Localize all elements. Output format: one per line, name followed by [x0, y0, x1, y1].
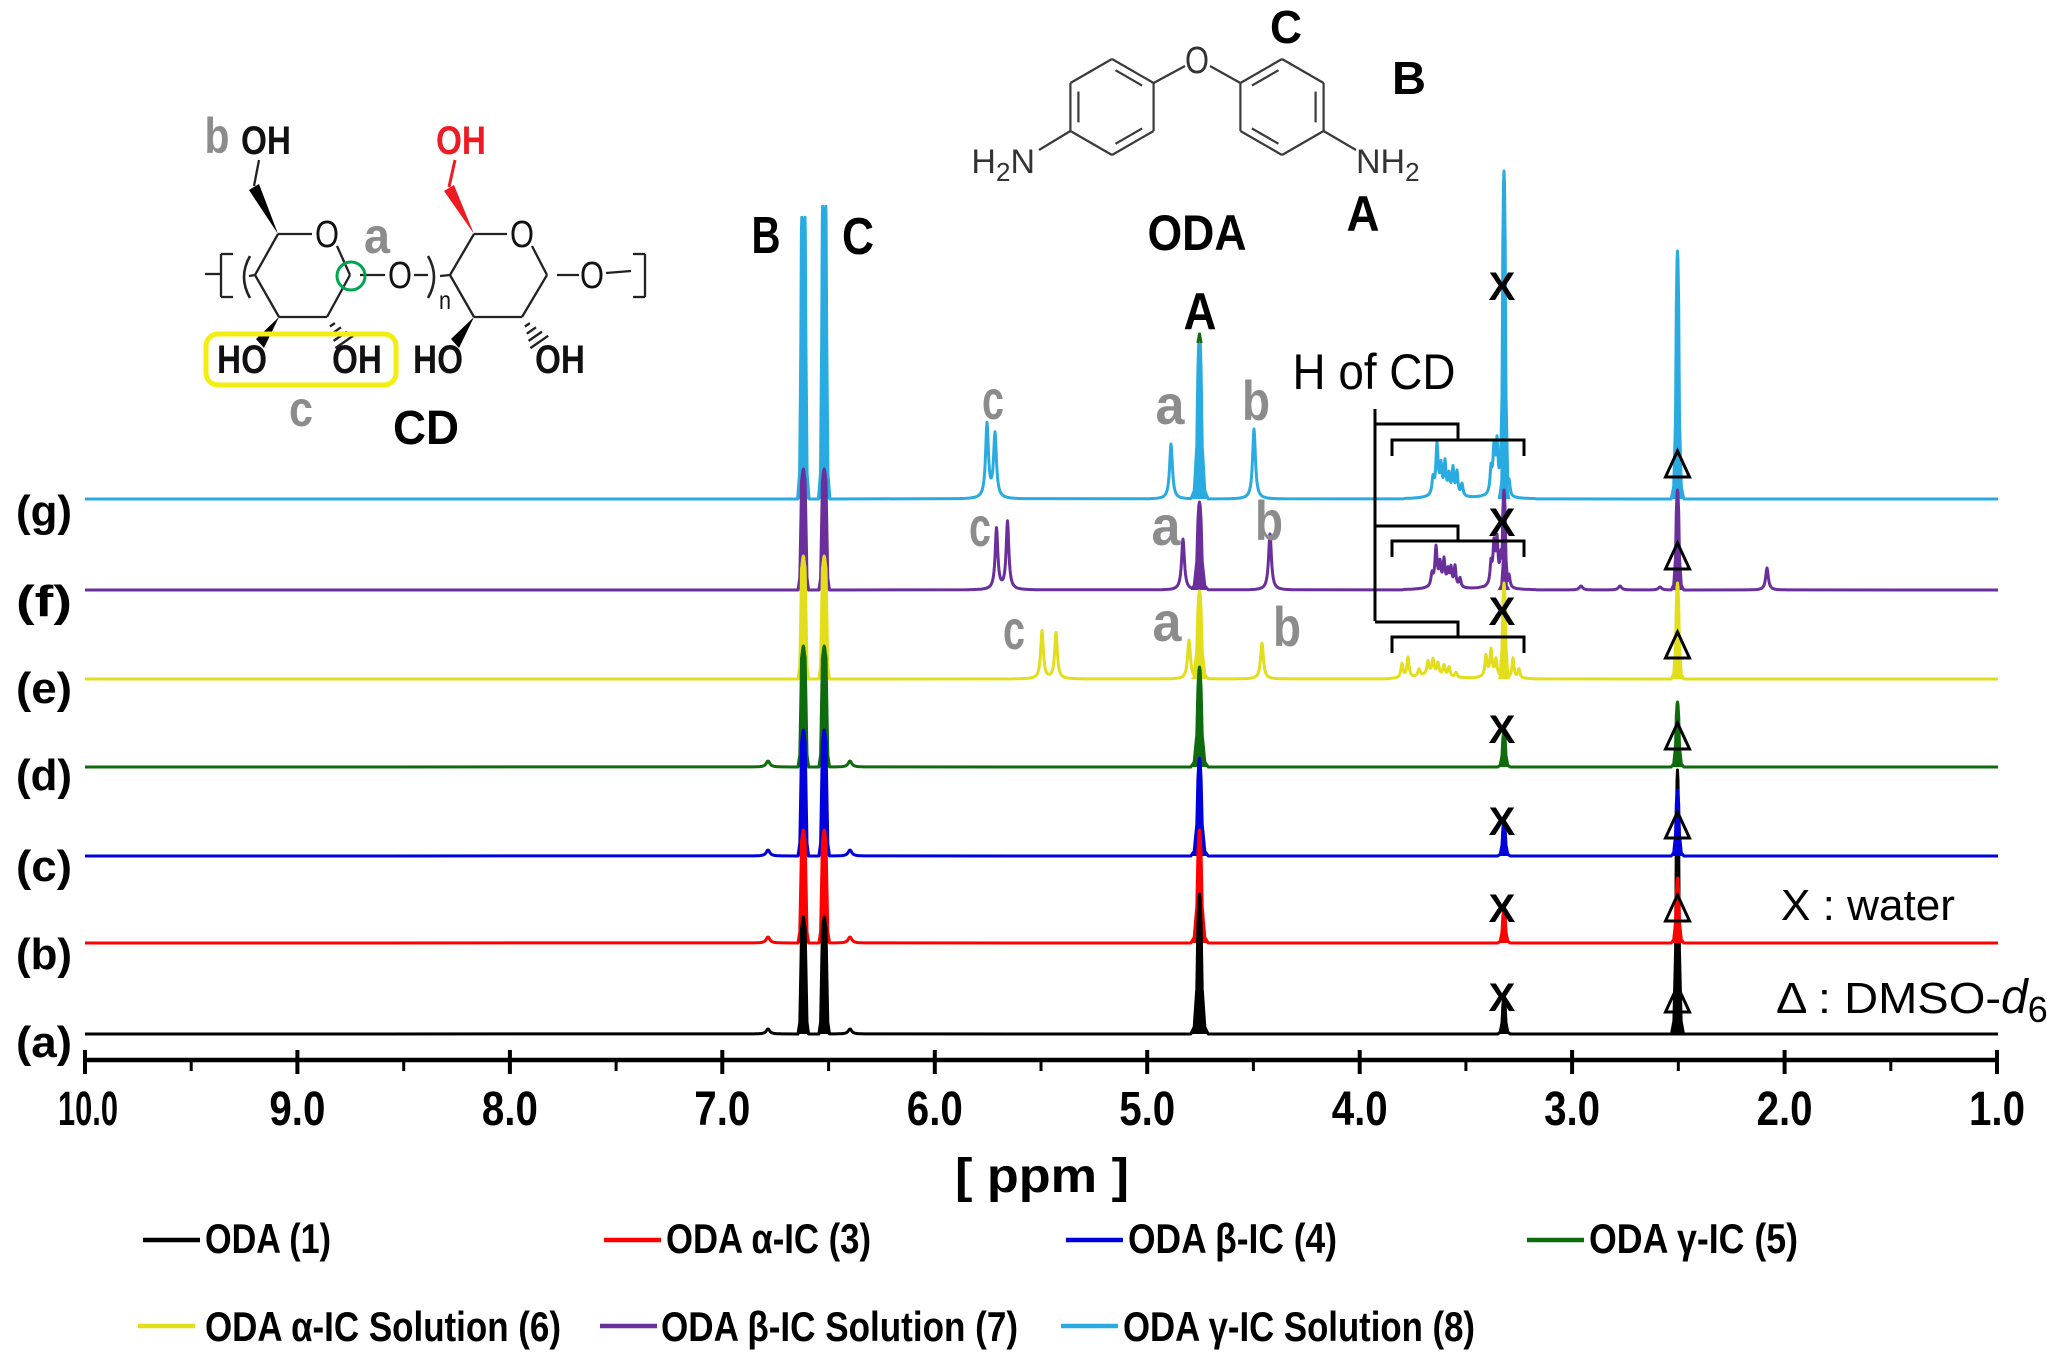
svg-text:ODA β-IC Solution (7): ODA β-IC Solution (7): [661, 1303, 1018, 1350]
svg-text:10.0: 10.0: [58, 1083, 118, 1136]
svg-text:ODA γ-IC (5): ODA γ-IC (5): [1589, 1215, 1798, 1262]
svg-text:OH: OH: [436, 119, 486, 163]
svg-text:A: A: [1347, 186, 1380, 242]
svg-text:c: c: [982, 368, 1004, 431]
svg-text:X: X: [1489, 708, 1516, 752]
svg-text:a: a: [1153, 590, 1183, 653]
svg-text:ODA (1): ODA (1): [205, 1215, 331, 1262]
svg-text:n: n: [439, 285, 451, 315]
svg-text:O: O: [1185, 40, 1209, 82]
svg-text:ODA α-IC Solution (6): ODA α-IC Solution (6): [205, 1303, 561, 1350]
svg-text:4.0: 4.0: [1332, 1083, 1388, 1136]
svg-text:6.0: 6.0: [907, 1083, 963, 1136]
svg-text:OH: OH: [535, 338, 585, 382]
svg-text:(f): (f): [16, 577, 72, 626]
svg-text:a: a: [364, 208, 391, 264]
svg-text:A: A: [1184, 283, 1217, 341]
svg-text:HO: HO: [217, 338, 267, 382]
svg-text:C: C: [842, 208, 874, 266]
svg-text:X : water: X : water: [1781, 881, 1955, 930]
svg-text:OH: OH: [241, 119, 291, 163]
svg-text:C: C: [1270, 1, 1302, 53]
svg-text:c: c: [1003, 598, 1025, 661]
svg-text:c: c: [969, 495, 991, 558]
svg-text:O: O: [388, 255, 412, 297]
svg-text:[ ppm ]: [ ppm ]: [955, 1150, 1129, 1203]
svg-text:X: X: [1489, 800, 1516, 844]
svg-text:a: a: [1156, 373, 1186, 436]
svg-text:(b): (b): [16, 930, 72, 979]
svg-text:X: X: [1489, 590, 1516, 634]
svg-text:8.0: 8.0: [482, 1083, 538, 1136]
svg-text:O: O: [315, 214, 339, 256]
svg-text:B: B: [1392, 52, 1426, 104]
svg-text:HO: HO: [413, 338, 463, 382]
svg-text:b: b: [205, 108, 230, 164]
svg-text:2.0: 2.0: [1757, 1083, 1813, 1136]
svg-text:X: X: [1489, 501, 1516, 545]
svg-text:Δ : DMSO-d6: Δ : DMSO-d6: [1776, 971, 2047, 1030]
svg-text:7.0: 7.0: [694, 1083, 750, 1136]
svg-text:ODA: ODA: [1148, 205, 1247, 261]
svg-text:H of CD: H of CD: [1293, 344, 1456, 400]
svg-text:O: O: [510, 214, 534, 256]
svg-text:a: a: [1152, 494, 1182, 557]
svg-text:(d): (d): [16, 751, 72, 800]
svg-text:(a): (a): [16, 1018, 72, 1067]
svg-text:X: X: [1489, 976, 1516, 1020]
svg-text:B: B: [752, 207, 781, 265]
svg-text:5.0: 5.0: [1119, 1083, 1175, 1136]
svg-text:ODA α-IC (3): ODA α-IC (3): [666, 1215, 871, 1262]
svg-text:3.0: 3.0: [1544, 1083, 1600, 1136]
svg-text:(e): (e): [16, 664, 72, 713]
svg-text:c: c: [289, 381, 313, 437]
svg-text:b: b: [1242, 369, 1270, 432]
svg-text:b: b: [1255, 489, 1283, 552]
svg-text:OH: OH: [332, 338, 382, 382]
svg-text:9.0: 9.0: [269, 1083, 325, 1136]
svg-text:ODA β-IC (4): ODA β-IC (4): [1128, 1215, 1337, 1262]
svg-text:(g): (g): [16, 487, 72, 536]
svg-text:O: O: [580, 255, 604, 297]
svg-text:CD: CD: [393, 402, 459, 455]
svg-text:X: X: [1489, 887, 1516, 931]
svg-text:(c): (c): [16, 842, 72, 891]
svg-text:1.0: 1.0: [1969, 1083, 2025, 1136]
svg-text:b: b: [1273, 595, 1301, 658]
svg-text:ODA γ-IC Solution (8): ODA γ-IC Solution (8): [1123, 1303, 1475, 1350]
svg-text:X: X: [1489, 265, 1516, 309]
